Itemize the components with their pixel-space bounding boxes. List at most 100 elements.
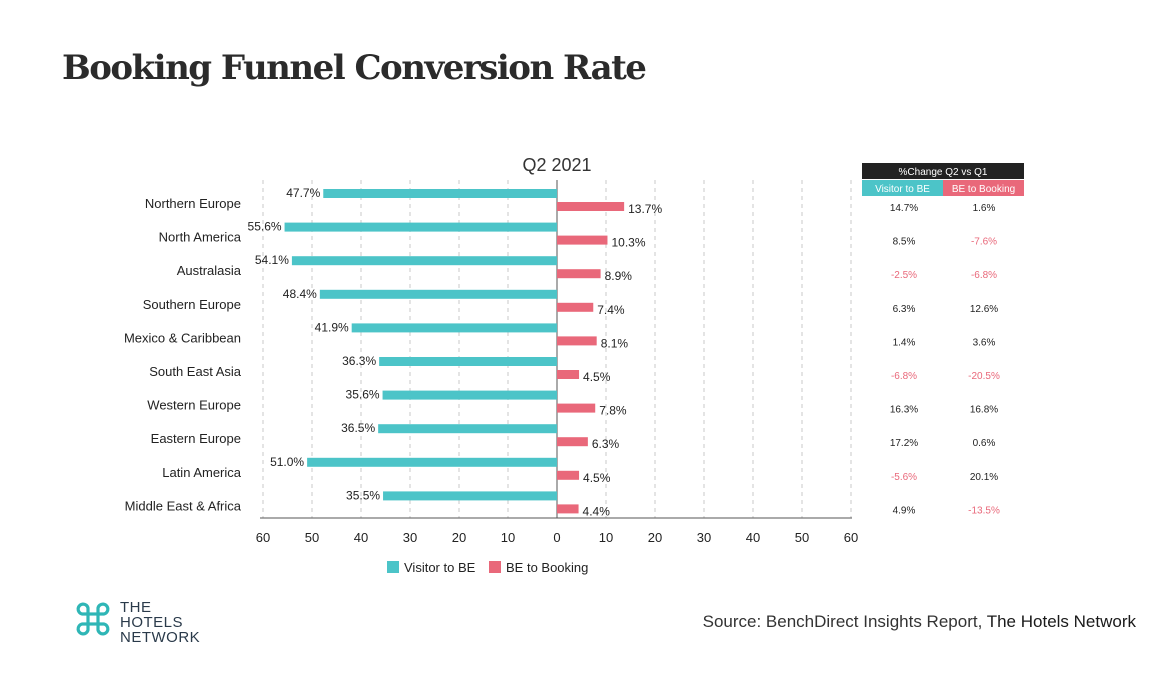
category-label: North America [159,230,242,245]
x-tick-label: 60 [844,530,858,545]
category-label: Latin America [162,465,242,480]
category-label: Eastern Europe [151,431,241,446]
change-cell-booking: 12.6% [970,304,998,315]
change-col-header-booking [943,180,1024,196]
category-label: Southern Europe [143,297,241,312]
bar-visitor-to-be [383,491,557,501]
bar-be-to-booking [557,403,596,413]
bar-value-label-booking: 4.5% [583,471,611,485]
change-cell-booking: -7.6% [971,237,997,248]
change-cell-visitor: 16.3% [890,405,918,416]
bar-visitor-to-be [351,323,557,333]
change-cell-booking: -13.5% [968,505,1000,516]
bar-be-to-booking [557,269,601,279]
bar-value-label-booking: 8.1% [601,336,629,350]
change-cell-booking: 1.6% [973,203,996,214]
change-col-label-booking: BE to Booking [952,184,1015,195]
change-cell-visitor: -5.6% [891,472,917,483]
change-cell-visitor: 17.2% [890,438,918,449]
x-tick-label: 10 [599,530,613,545]
bar-value-label-visitor: 51.0% [270,455,304,469]
bar-value-label-visitor: 36.3% [342,354,376,368]
x-tick-label: 0 [553,530,560,545]
conversion-chart: Q2 2021 60 50 40 30 20 10 0 10 20 30 40 50 60 Northern… [124,155,1024,575]
category-label: Mexico & Caribbean [124,330,241,345]
change-cell-visitor: 4.9% [893,505,916,516]
bar-value-label-booking: 7.8% [599,404,627,418]
logo-line: THE [120,599,152,616]
x-tick-label: 50 [305,530,319,545]
bar-visitor-to-be [291,256,557,266]
x-tick-label: 30 [697,530,711,545]
bar-visitor-to-be [379,357,557,366]
category-label: Australasia [177,263,242,278]
source-brand: The Hotels Network [986,612,1136,631]
x-tick-label: 60 [256,530,270,545]
bar-value-label-visitor: 35.6% [346,388,380,402]
bar-value-label-booking: 4.4% [583,504,611,518]
bar-be-to-booking [557,437,588,447]
legend-label-booking: BE to Booking [506,560,588,575]
change-cell-booking: 0.6% [973,438,996,449]
logo-line: HOTELS [120,614,184,631]
bar-be-to-booking [557,370,580,379]
x-tick-label: 50 [795,530,809,545]
bar-value-label-visitor: 54.1% [255,253,289,267]
change-cell-visitor: 14.7% [890,203,918,214]
bar-value-label-visitor: 47.7% [286,186,320,200]
bar-value-label-visitor: 48.4% [283,287,317,301]
change-cell-visitor: -6.8% [891,371,917,382]
change-cell-visitor: -2.5% [891,270,917,281]
change-cell-booking: 16.8% [970,405,998,416]
bar-visitor-to-be [382,390,557,400]
legend-swatch-visitor [387,561,399,573]
x-tick-label: 30 [403,530,417,545]
change-cell-visitor: 1.4% [893,337,916,348]
bar-value-label-booking: 10.3% [611,236,645,250]
change-cell-visitor: 6.3% [893,304,916,315]
bar-be-to-booking [557,470,580,480]
chart-title: Q2 2021 [522,155,591,175]
bar-be-to-booking [557,202,625,211]
bar-be-to-booking [557,336,597,346]
x-tick-label: 20 [648,530,662,545]
category-label: Western Europe [147,398,241,413]
bar-value-label-visitor: 41.9% [315,320,349,334]
change-col-header-visitor [862,180,943,196]
logo-line: NETWORK [120,629,201,646]
bar-value-label-visitor: 36.5% [341,421,375,435]
change-col-label-visitor: Visitor to BE [875,184,930,195]
change-cell-visitor: 8.5% [893,237,916,248]
category-label: South East Asia [149,364,242,379]
hotels-network-logo: THE HOTELS NETWORK [76,600,200,645]
logo-wordmark: THE HOTELS NETWORK [120,600,200,645]
hotels-network-logo-icon [76,602,110,636]
bar-be-to-booking [557,302,594,312]
bar-value-label-visitor: 35.5% [346,488,380,502]
source-prefix: Source: BenchDirect Insights Report, [702,612,983,631]
change-cell-booking: -6.8% [971,270,997,281]
bar-visitor-to-be [378,424,557,434]
bar-value-label-booking: 6.3% [592,437,620,451]
bar-visitor-to-be [284,222,557,232]
x-tick-label: 40 [354,530,368,545]
bar-value-label-booking: 7.4% [597,303,625,317]
x-tick-label: 20 [452,530,466,545]
source-note: Source: BenchDirect Insights Report, The… [703,612,1136,632]
bar-be-to-booking [557,504,579,514]
x-tick-label: 10 [501,530,515,545]
bar-visitor-to-be [307,457,557,467]
category-label: Northern Europe [145,196,241,211]
change-cell-booking: 20.1% [970,472,998,483]
category-label: Middle East & Africa [125,498,242,513]
bar-value-label-booking: 13.7% [628,202,662,216]
bar-visitor-to-be [319,289,557,299]
bar-value-label-booking: 8.9% [605,269,633,283]
page-title: Booking Funnel Conversion Rate [62,48,647,88]
change-table-title: %Change Q2 vs Q1 [899,167,988,178]
legend-label-visitor: Visitor to BE [404,560,476,575]
change-cell-booking: -20.5% [968,371,1000,382]
change-cell-booking: 3.6% [973,337,996,348]
legend-swatch-booking [489,561,501,573]
x-tick-label: 40 [746,530,760,545]
